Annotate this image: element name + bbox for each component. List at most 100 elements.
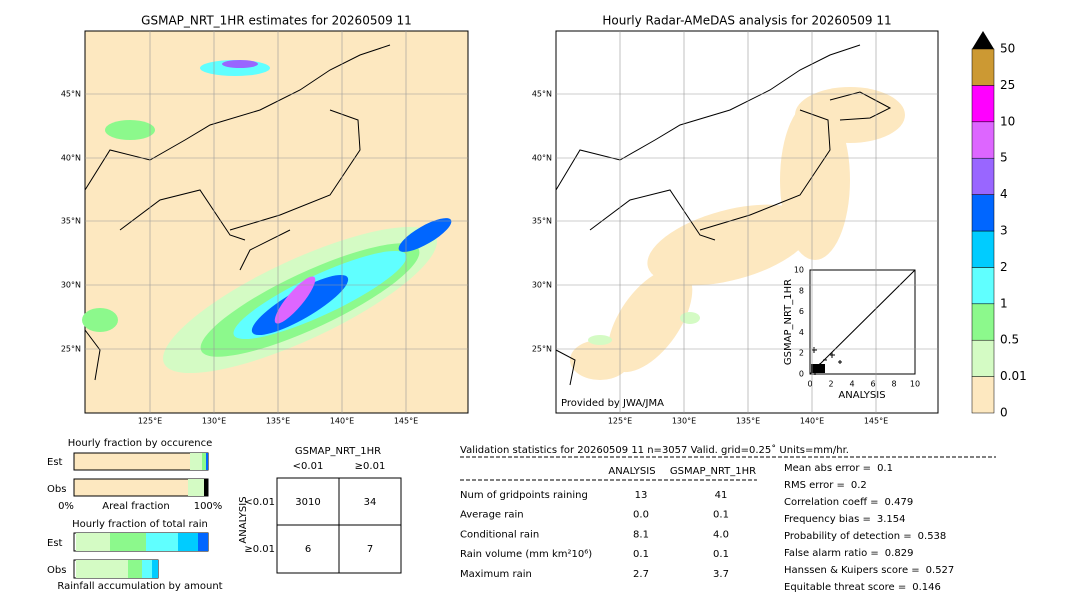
lat-label: 45°N [61,90,81,99]
score-name: Mean abs error = [784,463,871,474]
right-map [555,30,939,414]
lat-label: 25°N [61,345,81,354]
x-tick-label: 10 [910,380,920,389]
score-value: 0.829 [885,548,914,559]
cell: 6 [305,544,311,555]
colorbar-label: 50 [1000,42,1015,56]
row-label: Obs [47,484,66,495]
lon-label: 130°E [202,417,226,426]
cell: 3010 [295,497,320,508]
lat-label: 25°N [532,345,552,354]
score-value: 0.527 [926,565,955,576]
score: Probability of detection = 0.538 [784,531,946,542]
score-name: False alarm ratio = [784,548,879,559]
score: Mean abs error = 0.1 [784,463,893,474]
colorbar-segment [971,339,995,377]
x-axis-label: ANALYSIS [838,390,885,401]
score: Frequency bias = 3.154 [784,514,906,525]
row-label: ≥0.01 [244,544,275,555]
colorbar-label: 2 [1000,260,1008,274]
lon-label: 130°E [672,417,696,426]
score-value: 0.479 [885,497,914,508]
row-label: Est [47,457,63,468]
row-name: Average rain [460,510,524,521]
contingency-table [276,477,402,574]
gsmap-value: 0.1 [713,549,729,560]
panel-title: Hourly fraction of total rain [72,519,208,530]
colorbar-segment [971,267,995,305]
y-tick-label: 0 [799,370,804,379]
cell: 34 [364,497,377,508]
score-value: 0.2 [851,480,867,491]
score-name: Hanssen & Kuipers score = [784,565,920,576]
rain-field [82,60,452,374]
x-tick-label: 0 [807,380,812,389]
colorbar-label: 0.01 [1000,369,1027,383]
map-title: Hourly Radar-AMeDAS analysis for 2026050… [602,14,891,28]
fraction-panels [73,452,209,579]
row-label: <0.01 [244,497,275,508]
colorbar-segment [971,121,995,159]
panel-footer: Rainfall accumulation by amount [57,581,222,592]
column-label: <0.01 [293,461,324,472]
colorbar-label: 5 [1000,151,1008,165]
y-tick-label: 4 [799,328,804,337]
score-value: 0.146 [912,582,941,593]
axis-label: Areal fraction [102,501,169,512]
analysis-value: 8.1 [633,529,649,540]
column-label: ≥0.01 [355,461,386,472]
lat-label: 30°N [532,281,552,290]
y-tick-label: 10 [794,266,804,275]
row-axis-label: ANALYSIS [238,496,249,543]
analysis-value: 2.7 [633,569,649,580]
colorbar-segment [971,157,995,195]
lat-label: 40°N [532,154,552,163]
analysis-value: 0.0 [633,510,649,521]
score-value: 0.1 [877,463,893,474]
colorbar-segment [971,48,995,86]
score-value: 3.154 [877,514,906,525]
y-axis-label: GSMAP_NRT_1HR [783,279,794,365]
colorbar-segment [971,376,995,414]
analysis-coverage [570,87,905,380]
colorbar-label: 0 [1000,406,1008,420]
gsmap-value: 41 [715,490,728,501]
gsmap-value: 3.7 [713,569,729,580]
gsmap-value: 0.1 [713,510,729,521]
colorbar-label: 3 [1000,224,1008,238]
lon-label: 135°E [736,417,760,426]
colorbar-label: 4 [1000,187,1008,201]
colorbar-label: 0.5 [1000,333,1019,347]
colorbar-segment [971,85,995,123]
score-value: 0.538 [918,531,947,542]
colorbar-label: 1 [1000,296,1008,310]
score-name: Equitable threat score = [784,582,906,593]
scatter-cluster [811,364,825,373]
row-name: Rain volume (mm km²10⁶) [460,549,592,560]
lon-label: 145°E [394,417,418,426]
colorbar-segment [971,230,995,268]
row-name: Maximum rain [460,569,532,580]
lat-label: 35°N [61,217,81,226]
cell: 7 [367,544,373,555]
coastline [555,44,892,386]
left-map [82,30,469,414]
credit: Provided by JWA/JMA [561,398,664,409]
lon-label: 125°E [608,417,632,426]
diagonal [809,269,916,375]
x-tick-label: 4 [849,380,854,389]
panel-title: Hourly fraction by occurence [68,438,212,449]
axis-left: 0% [58,501,74,512]
y-tick-label: 6 [799,307,804,316]
analysis-value: 13 [635,490,648,501]
lat-label: 30°N [61,281,81,290]
y-tick-label: 8 [799,286,804,295]
score: False alarm ratio = 0.829 [784,548,913,559]
gsmap-value: 4.0 [713,529,729,540]
score-name: Frequency bias = [784,514,871,525]
coastline [84,44,391,381]
score-name: Correlation coeff = [784,497,879,508]
map-title: GSMAP_NRT_1HR estimates for 20260509 11 [141,14,412,28]
map-frame [84,30,469,414]
